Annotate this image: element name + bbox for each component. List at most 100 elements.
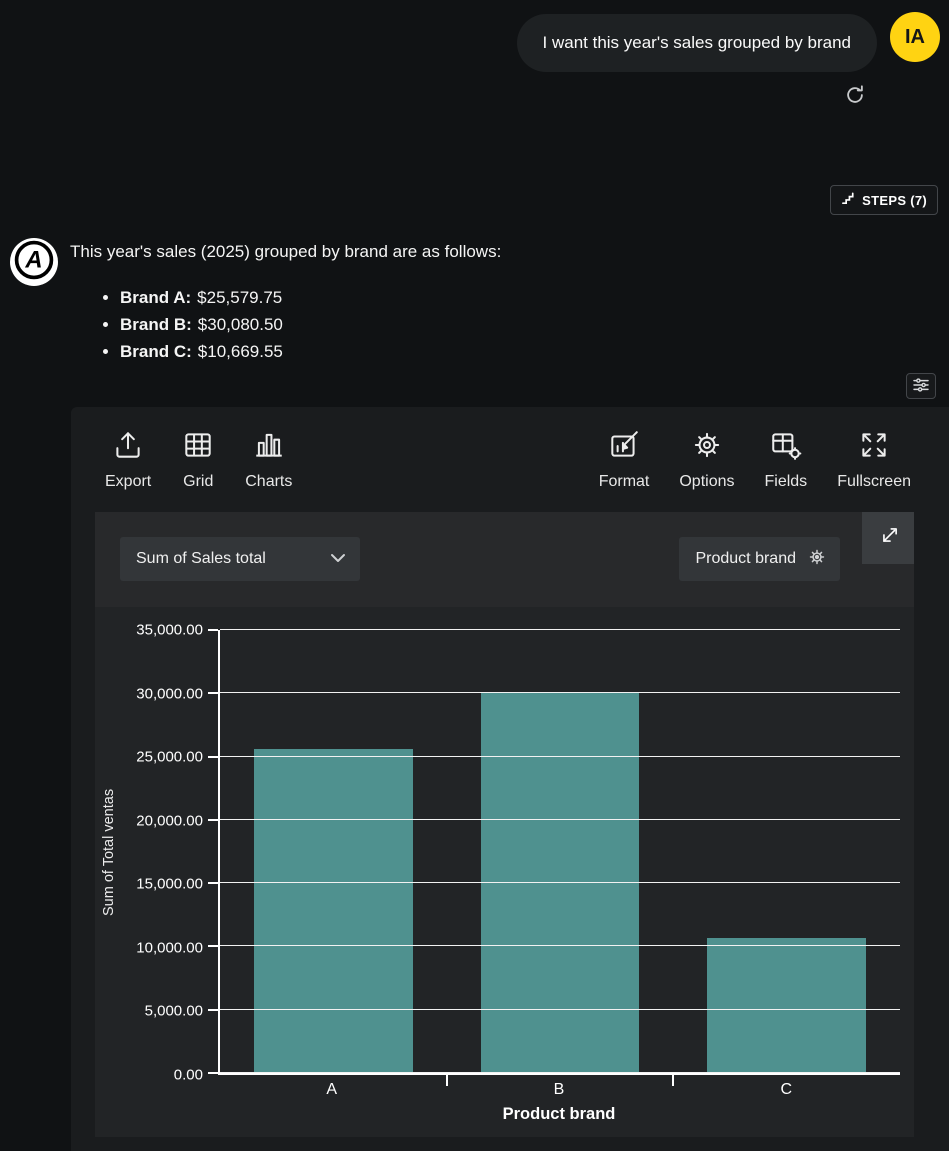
fullscreen-icon (857, 428, 891, 467)
svg-text:A: A (24, 246, 42, 273)
list-item: Brand A: $25,579.75 (120, 288, 283, 308)
y-tick-label: 20,000.00 (136, 812, 203, 830)
card-toolbar: Export Grid (71, 407, 949, 512)
plot-area (208, 629, 900, 1086)
list-item: Brand B: $30,080.50 (120, 315, 283, 335)
y-tick-mark (208, 692, 218, 695)
format-button[interactable]: Format (598, 428, 650, 491)
bar-C[interactable] (707, 937, 866, 1073)
bar-slot (447, 630, 674, 1073)
y-tick-mark (208, 882, 218, 885)
assistant-message-text: This year's sales (2025) grouped by bran… (70, 242, 502, 261)
gridline (220, 882, 900, 884)
column-field-label: Product brand (695, 550, 796, 567)
assistant-logo-icon: A (12, 238, 56, 287)
user-message-bubble: I want this year's sales grouped by bran… (516, 14, 877, 72)
field-gear-icon[interactable] (808, 548, 826, 571)
gridline (220, 945, 900, 947)
measure-dropdown[interactable]: Sum of Sales total (120, 537, 360, 581)
column-field-chip[interactable]: Product brand (679, 537, 840, 581)
y-tick-label: 25,000.00 (136, 748, 203, 766)
x-tick-label: B (553, 1081, 565, 1098)
options-gear-icon (690, 428, 724, 467)
y-tick-mark (208, 1008, 218, 1011)
fullscreen-label: Fullscreen (837, 473, 911, 490)
steps-label: STEPS (7) (862, 192, 927, 208)
chart-settings-button[interactable] (906, 373, 936, 399)
y-tick-mark (208, 1072, 218, 1074)
fullscreen-button[interactable]: Fullscreen (837, 428, 911, 491)
y-tick-label: 35,000.00 (136, 621, 203, 639)
y-tick-mark (208, 818, 218, 821)
export-label: Export (105, 473, 152, 490)
panel-toggle-button[interactable] (862, 512, 914, 564)
bar-A[interactable] (254, 749, 413, 1073)
gridline (220, 1008, 900, 1010)
y-axis-labels: 0.00 5,000.00 10,000.00 15,000.00 20,000.00 2… (95, 622, 207, 1084)
list-item: Brand C: $10,669.55 (120, 342, 283, 362)
gridline (220, 629, 900, 630)
chart-panel: Sum of Sales total Product brand (95, 512, 914, 1137)
grid-icon (181, 428, 215, 467)
format-label: Format (598, 473, 650, 490)
regenerate-button[interactable] (843, 84, 867, 108)
y-tick-mark (208, 755, 218, 758)
charts-icon (252, 428, 286, 467)
chevron-down-icon (330, 550, 346, 568)
bar-chart: Sum of Total ventas 0.00 5,000.00 10,000.0… (95, 607, 914, 1137)
options-label: Options (679, 473, 735, 490)
brand-value: $10,669.55 (197, 342, 283, 361)
brand-label: Brand C: (120, 342, 192, 361)
brand-value: $25,579.75 (197, 288, 283, 307)
user-avatar: IA (890, 12, 940, 62)
format-icon (607, 428, 641, 467)
measure-dropdown-value: Sum of Sales total (136, 550, 266, 567)
refresh-icon (844, 85, 866, 109)
fields-icon (769, 428, 803, 467)
fields-button[interactable]: Fields (764, 428, 808, 491)
gridline (220, 692, 900, 694)
x-tick-mark (445, 1074, 448, 1086)
y-tick-label: 10,000.00 (136, 939, 203, 957)
y-tick-label: 15,000.00 (136, 875, 203, 893)
sliders-icon (913, 377, 929, 395)
pivot-toolbar: Sum of Sales total Product brand (95, 512, 914, 607)
dock-bottom-left-icon (875, 524, 901, 553)
gridline (220, 755, 900, 757)
user-avatar-initials: IA (905, 25, 925, 48)
export-button[interactable]: Export (105, 428, 151, 491)
y-tick-label: 0.00 (173, 1066, 203, 1084)
toolbar-right-group: Format Options (599, 428, 911, 491)
x-tick-label: A (326, 1081, 337, 1098)
x-axis-title: Product brand (502, 1105, 616, 1123)
charts-button[interactable]: Charts (245, 428, 292, 491)
bars (220, 630, 900, 1073)
user-message-text: I want this year's sales grouped by bran… (542, 33, 851, 52)
grid-button[interactable]: Grid (181, 428, 215, 491)
x-axis-labels: A B C (218, 1081, 900, 1099)
brand-results-list: Brand A: $25,579.75 Brand B: $30,080.50 Br… (100, 288, 283, 369)
results-card: Export Grid (71, 407, 949, 1151)
brand-value: $30,080.50 (197, 315, 283, 334)
charts-label: Charts (245, 473, 293, 490)
options-button[interactable]: Options (679, 428, 735, 491)
bar-slot (673, 630, 900, 1073)
y-tick-label: 30,000.00 (136, 685, 203, 703)
grid-label: Grid (183, 473, 214, 490)
gridline (220, 818, 900, 820)
toolbar-left-group: Export Grid (105, 428, 292, 491)
steps-icon (841, 191, 856, 209)
bar-slot (220, 630, 447, 1073)
brand-label: Brand B: (120, 315, 192, 334)
steps-button[interactable]: STEPS (7) (830, 185, 938, 215)
x-tick-label: C (780, 1081, 793, 1098)
y-tick-mark (208, 629, 218, 631)
assistant-avatar: A (10, 238, 58, 286)
y-tick-label: 5,000.00 (144, 1002, 203, 1020)
gridline (220, 1072, 900, 1073)
x-tick-mark (672, 1074, 675, 1086)
brand-label: Brand A: (120, 288, 192, 307)
fields-label: Fields (764, 473, 808, 490)
y-tick-mark (208, 945, 218, 948)
export-icon (111, 428, 145, 467)
